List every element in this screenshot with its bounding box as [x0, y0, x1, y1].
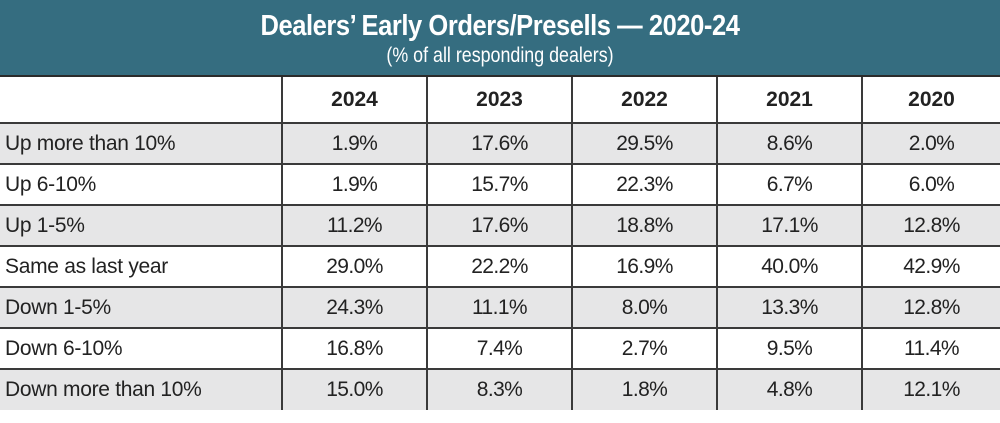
value-cell-2024: 15.0% [281, 368, 428, 410]
header-cell-2024: 2024 [281, 77, 428, 124]
value-cell-2023: 8.3% [426, 368, 573, 410]
value-cell-2022: 2.7% [571, 327, 718, 370]
value-cell-2022: 16.9% [571, 245, 718, 288]
value-cell-2024: 16.8% [281, 327, 428, 370]
value-cell-2023: 15.7% [426, 163, 573, 206]
value-cell-2021: 8.6% [716, 122, 863, 165]
header-cell-corner [0, 77, 283, 124]
row-label: Up 6-10% [0, 163, 283, 206]
value-cell-2023: 17.6% [426, 122, 573, 165]
header-cell-2021: 2021 [716, 77, 863, 124]
value-cell-2023: 22.2% [426, 245, 573, 288]
value-cell-2022: 22.3% [571, 163, 718, 206]
row-label: Up 1-5% [0, 204, 283, 247]
value-cell-2022: 8.0% [571, 286, 718, 329]
value-cell-2024: 1.9% [281, 163, 428, 206]
value-cell-2021: 6.7% [716, 163, 863, 206]
value-cell-2020: 42.9% [861, 245, 1000, 288]
value-cell-2020: 12.8% [861, 204, 1000, 247]
table-row: Down more than 10% 15.0% 8.3% 1.8% 4.8% 12.1% [0, 368, 1000, 410]
header-cell-2023: 2023 [426, 77, 573, 124]
table-row: Up more than 10% 1.9% 17.6% 29.5% 8.6% 2.0% [0, 122, 1000, 165]
value-cell-2022: 1.8% [571, 368, 718, 410]
table-row: Up 1-5% 11.2% 17.6% 18.8% 17.1% 12.8% [0, 204, 1000, 247]
value-cell-2023: 7.4% [426, 327, 573, 370]
value-cell-2024: 1.9% [281, 122, 428, 165]
value-cell-2020: 12.1% [861, 368, 1000, 410]
row-label: Down 1-5% [0, 286, 283, 329]
value-cell-2021: 9.5% [716, 327, 863, 370]
table-row: Same as last year 29.0% 22.2% 16.9% 40.0% 42.… [0, 245, 1000, 288]
row-label: Up more than 10% [0, 122, 283, 165]
value-cell-2022: 29.5% [571, 122, 718, 165]
value-cell-2020: 12.8% [861, 286, 1000, 329]
value-cell-2024: 11.2% [281, 204, 428, 247]
header-row: 2024 2023 2022 2021 2020 [0, 77, 1000, 124]
value-cell-2022: 18.8% [571, 204, 718, 247]
table-body: Up more than 10% 1.9% 17.6% 29.5% 8.6% 2.0% Up… [0, 122, 1000, 410]
value-cell-2023: 11.1% [426, 286, 573, 329]
row-label: Down 6-10% [0, 327, 283, 370]
value-cell-2021: 17.1% [716, 204, 863, 247]
table-title: Dealers’ Early Orders/Presells — 2020-24 [260, 10, 740, 42]
value-cell-2020: 2.0% [861, 122, 1000, 165]
value-cell-2024: 24.3% [281, 286, 428, 329]
value-cell-2021: 4.8% [716, 368, 863, 410]
data-table: 2024 2023 2022 2021 2020 Up more than 10… [0, 77, 1000, 410]
value-cell-2020: 11.4% [861, 327, 1000, 370]
header-cell-2022: 2022 [571, 77, 718, 124]
value-cell-2021: 13.3% [716, 286, 863, 329]
row-label: Down more than 10% [0, 368, 283, 410]
value-cell-2021: 40.0% [716, 245, 863, 288]
value-cell-2023: 17.6% [426, 204, 573, 247]
row-label: Same as last year [0, 245, 283, 288]
title-banner: Dealers’ Early Orders/Presells — 2020-24… [0, 0, 1000, 77]
table-row: Down 1-5% 24.3% 11.1% 8.0% 13.3% 12.8% [0, 286, 1000, 329]
value-cell-2020: 6.0% [861, 163, 1000, 206]
value-cell-2024: 29.0% [281, 245, 428, 288]
table-row: Up 6-10% 1.9% 15.7% 22.3% 6.7% 6.0% [0, 163, 1000, 206]
header-cell-2020: 2020 [861, 77, 1000, 124]
table-row: Down 6-10% 16.8% 7.4% 2.7% 9.5% 11.4% [0, 327, 1000, 370]
table-subtitle: (% of all responding dealers) [386, 44, 614, 67]
